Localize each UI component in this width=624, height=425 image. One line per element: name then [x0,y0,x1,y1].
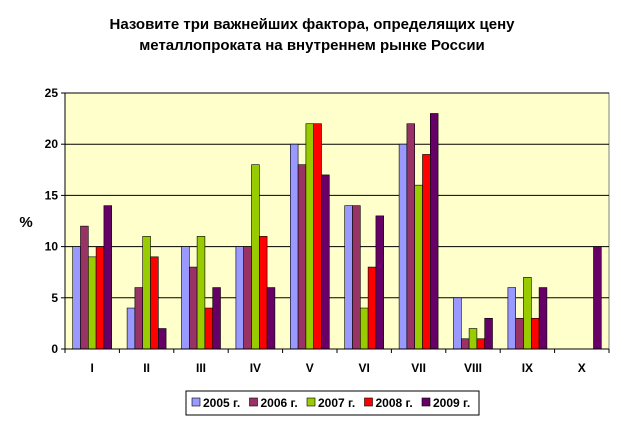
bar-V-2008 г. [313,123,322,350]
y-axis-label: % [19,214,32,231]
y-tick-label: 20 [45,137,59,151]
bar-VI-2006 г. [352,205,361,350]
y-tick-label: 5 [51,291,58,305]
bar-II-2005 г. [126,307,136,350]
gridlines [65,92,609,299]
legend-swatch [191,397,201,407]
chart-title-line-1: Назовите три важнейших фактора, определя… [109,16,515,33]
bar-VIII-2005 г. [453,297,462,350]
bar-VIII-2006 г. [460,338,470,350]
bar-I-2009 г. [103,205,113,350]
y-tick-label: 10 [45,240,59,254]
x-tick-label: VI [359,361,370,375]
bar-III-2007 г. [196,236,206,350]
x-tick-label: VIII [464,361,482,375]
legend-label: 2005 г. [203,396,240,410]
x-tick-label: VII [411,361,426,375]
y-tick-label: 0 [51,342,58,356]
bar-IV-2008 г. [258,236,268,350]
legend-swatch [306,397,316,407]
bar-IV-2007 г. [251,164,260,350]
bar-IV-2006 г. [243,246,252,350]
bar-VIII-2008 г. [476,338,485,350]
bar-IX-2008 г. [530,317,540,350]
x-tick-label: IV [250,361,261,375]
y-tick-labels: 0 5 10 15 20 25 [45,86,59,356]
bar-IV-2009 г. [266,287,276,350]
bars [72,113,602,350]
chart-title: Назовите три важнейших фактора, определя… [0,14,624,56]
legend: 2005 г. 2006 г. 2007 г. 2008 г. 2009 г. [185,390,480,416]
bar-II-2006 г. [134,287,143,350]
y-tick-label: 25 [45,86,59,100]
bar-II-2007 г. [142,236,151,350]
bar-VIII-2009 г. [484,317,493,350]
x-tick-label: II [143,361,150,375]
bar-I-2007 г. [88,256,97,350]
x-tick-labels: I II III IV V VI VII VIII IX X [91,361,586,375]
bar-VI-2007 г. [359,307,369,350]
bar-VI-2008 г. [367,266,377,350]
bar-I-2005 г. [72,246,81,350]
chart-title-line-2: металлопроката на внутреннем рынке Росси… [139,37,485,54]
bar-IX-2005 г. [507,287,516,350]
legend-swatch [421,397,431,407]
bar-VI-2009 г. [375,215,384,350]
x-tick-label: I [91,361,94,375]
axes [61,92,610,353]
bar-VII-2005 г. [398,143,408,350]
bar-VI-2005 г. [344,205,353,350]
legend-label: 2006 г. [261,396,298,410]
bar-II-2009 г. [158,328,167,350]
bar-VII-2009 г. [429,113,439,350]
bar-IX-2007 г. [523,277,532,350]
bar-V-2005 г. [289,143,299,350]
x-tick-label: X [578,361,586,375]
bar-III-2009 г. [212,287,221,350]
x-tick-label: III [196,361,206,375]
legend-label: 2007 г. [318,396,355,410]
bar-IV-2005 г. [235,246,244,350]
bar-VII-2007 г. [414,184,423,350]
bar-V-2009 г. [321,174,330,350]
bar-I-2008 г. [95,246,105,350]
bar-V-2006 г. [297,164,307,350]
bar-VIII-2007 г. [468,328,478,350]
legend-label: 2009 г. [433,396,470,410]
bar-X-2009 г. [593,246,602,350]
bar-I-2006 г. [80,225,89,350]
bar-III-2008 г. [204,307,213,350]
bar-II-2008 г. [150,256,159,350]
bar-VII-2006 г. [406,123,415,350]
legend-swatch [249,397,258,407]
x-tick-label: V [306,361,314,375]
bar-IX-2009 г. [538,287,548,350]
legend-label: 2008 г. [376,396,413,410]
legend-swatch [364,397,373,407]
bar-III-2006 г. [189,266,198,350]
bar-III-2005 г. [181,246,190,350]
x-tick-label: IX [522,361,533,375]
bar-V-2007 г. [305,123,314,350]
y-tick-label: 15 [45,188,59,202]
bar-IX-2006 г. [515,317,524,350]
bar-VII-2008 г. [422,154,431,350]
